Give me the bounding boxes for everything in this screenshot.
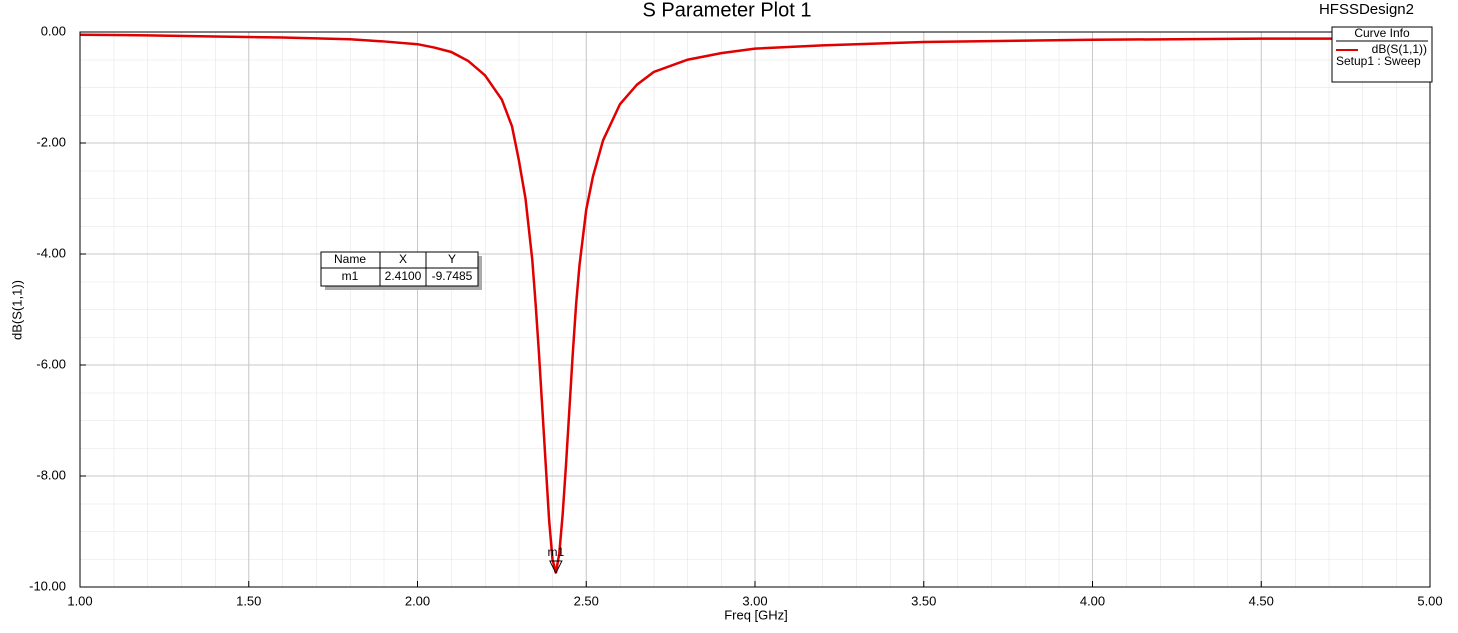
- legend: Curve Info dB(S(1,1))Setup1 : Sweep: [1331, 26, 1433, 83]
- table-header: X: [399, 252, 407, 266]
- y-tick-label: -6.00: [36, 356, 66, 371]
- legend-box: [1331, 26, 1433, 83]
- legend-label: dB(S(1,1)): [1372, 42, 1427, 56]
- y-tick-label: 0.00: [41, 23, 66, 38]
- marker-triangle: [549, 560, 563, 575]
- x-tick-label: 2.50: [574, 593, 599, 608]
- legend-title: Curve Info: [1354, 26, 1410, 40]
- marker-label: m1: [548, 545, 565, 559]
- marker-table: Name X Y m1 2.4100 -9.7485: [320, 251, 482, 290]
- table-cell: -9.7485: [432, 269, 473, 283]
- y-axis-label: dB(S(1,1)): [9, 280, 24, 340]
- x-tick-label: 5.00: [1417, 593, 1442, 608]
- y-tick-label: -8.00: [36, 467, 66, 482]
- chart-title: S Parameter Plot 1: [643, 0, 812, 21]
- x-tick-label: 1.00: [67, 593, 92, 608]
- x-tick-label: 1.50: [236, 593, 261, 608]
- design-name: HFSSDesign2: [1319, 1, 1414, 18]
- y-tick-label: -4.00: [36, 245, 66, 260]
- table-header: Y: [448, 252, 456, 266]
- plot-frame: [79, 31, 1431, 588]
- y-tick-label: -2.00: [36, 134, 66, 149]
- x-tick-label: 2.00: [405, 593, 430, 608]
- y-tick-label: -10.00: [29, 578, 66, 593]
- table-header: Name: [334, 252, 366, 266]
- x-tick-label: 4.00: [1080, 593, 1105, 608]
- legend-detail: Setup1 : Sweep: [1336, 54, 1421, 68]
- x-tick-label: 4.50: [1249, 593, 1274, 608]
- x-tick-label: 3.50: [911, 593, 936, 608]
- table-box: [320, 251, 479, 287]
- table-cell: m1: [342, 269, 359, 283]
- table-cell: 2.4100: [385, 269, 422, 283]
- plot-area: m1: [79, 33, 1430, 575]
- curve: [79, 33, 1430, 574]
- x-axis-label: Freq [GHz]: [724, 607, 788, 622]
- x-tick-label: 3.00: [742, 593, 767, 608]
